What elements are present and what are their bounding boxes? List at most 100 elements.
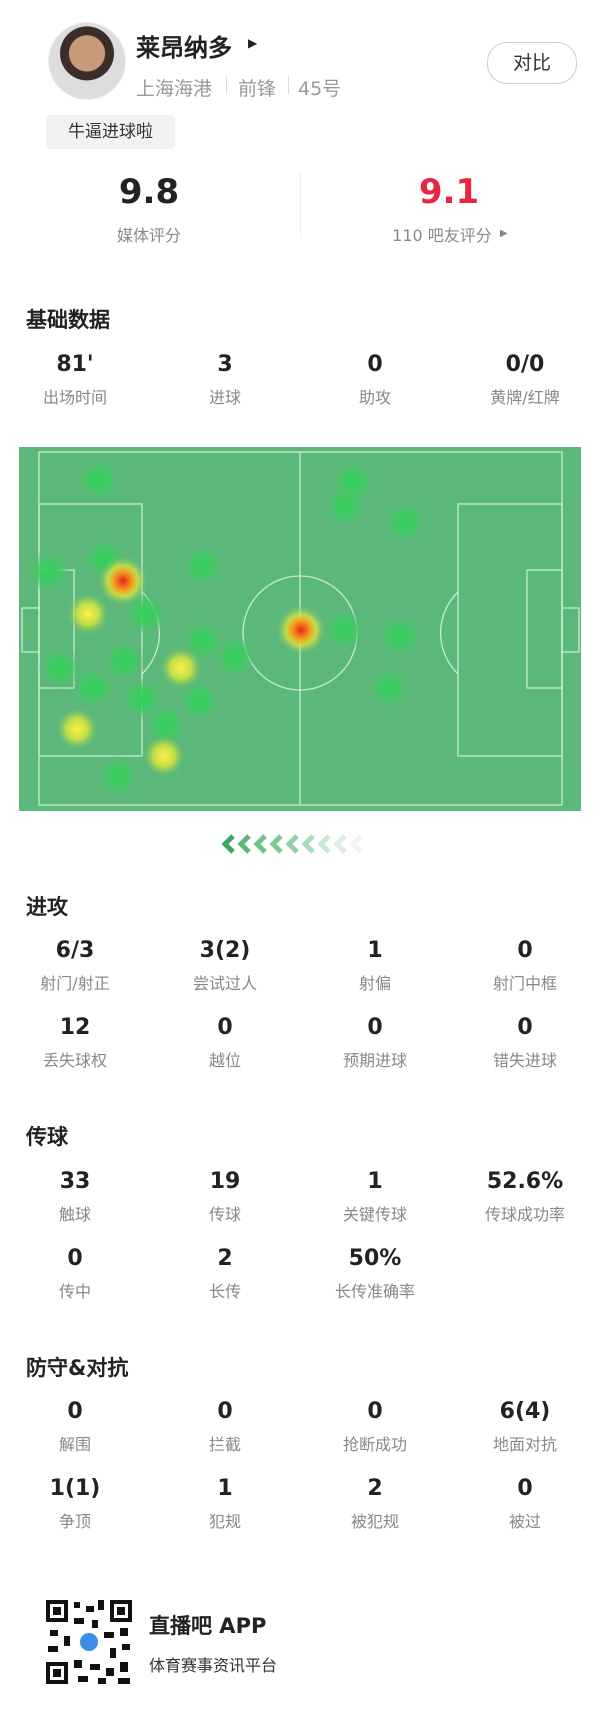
stat-label: 被犯规	[350, 1512, 400, 1531]
stat-label: 长传	[208, 1282, 242, 1301]
player-name: 莱昂纳多	[136, 34, 232, 62]
pitch-lines	[21, 451, 580, 806]
heat-spot	[378, 614, 422, 658]
fan-rating: 9.1	[418, 172, 480, 212]
heat-spot	[142, 734, 186, 778]
stat-value: 0	[217, 1015, 233, 1040]
heat-spot	[177, 679, 221, 723]
divider	[300, 172, 301, 238]
heat-spot	[102, 639, 146, 683]
stat-value: 6(4)	[499, 1399, 551, 1424]
heatmap	[19, 447, 581, 854]
compare-button[interactable]: 对比	[487, 42, 577, 84]
heat-spot	[367, 666, 411, 710]
heat-spots	[27, 458, 427, 798]
stat-label: 助攻	[358, 388, 392, 407]
tag: 牛逼进球啦	[46, 115, 175, 149]
heat-spot	[323, 608, 367, 652]
stat-value: 0	[367, 352, 383, 377]
heat-spot	[77, 458, 121, 502]
stat-label: 解围	[58, 1435, 92, 1454]
qr-code	[44, 1598, 134, 1686]
stat-value: 52.6%	[486, 1169, 564, 1194]
stat-label: 地面对抗	[492, 1435, 558, 1454]
stat-value: 0	[517, 1476, 533, 1501]
stat-value: 0/0	[505, 352, 545, 377]
stat-value: 0	[67, 1399, 83, 1424]
stat-value: 12	[59, 1015, 91, 1040]
stat-label: 射门中框	[492, 974, 558, 993]
stat-label: 争顶	[58, 1512, 92, 1531]
stat-value: 3(2)	[199, 938, 251, 963]
stat-label: 关键传球	[342, 1205, 408, 1224]
stat-label: 被过	[508, 1512, 542, 1531]
stat-value: 3	[217, 352, 233, 377]
media-rating: 9.8	[118, 172, 180, 212]
position: 前锋	[238, 78, 277, 100]
stat-value: 0	[517, 938, 533, 963]
stat-label: 丢失球权	[42, 1051, 108, 1070]
stat-label: 长传准确率	[334, 1282, 416, 1301]
heat-spot	[27, 550, 71, 594]
stat-label: 进球	[208, 388, 242, 407]
heat-spot	[97, 555, 149, 607]
stat-value: 1(1)	[49, 1476, 101, 1501]
stat-label: 传球成功率	[484, 1205, 566, 1224]
avatar	[48, 22, 126, 100]
stat-value: 0	[367, 1399, 383, 1424]
stat-label: 犯规	[208, 1512, 242, 1531]
stat-label: 尝试过人	[192, 974, 258, 993]
fan-rating-label[interactable]: 110 吧友评分	[392, 226, 492, 245]
separator	[288, 76, 289, 94]
section-title: 传球	[26, 1125, 68, 1149]
separator	[226, 76, 227, 94]
stat-value: 81'	[56, 352, 94, 377]
stat-value: 0	[367, 1015, 383, 1040]
stat-label: 触球	[58, 1205, 92, 1224]
section-title: 基础数据	[26, 308, 110, 332]
stat-value: 1	[217, 1476, 233, 1501]
stat-value: 6/3	[55, 938, 95, 963]
stat-label: 预期进球	[342, 1051, 408, 1070]
heat-spot	[38, 646, 82, 690]
heat-spot	[71, 666, 115, 710]
stat-value: 2	[217, 1246, 233, 1271]
app-slogan: 体育赛事资讯平台	[149, 1656, 278, 1675]
heat-spot	[181, 544, 225, 588]
stat-value: 33	[59, 1169, 91, 1194]
team: 上海海港	[136, 78, 213, 100]
heat-spot	[159, 646, 203, 690]
stat-label: 传中	[58, 1282, 92, 1301]
name-arrow: ▶	[248, 36, 258, 50]
fan-arrow: ▶	[500, 228, 508, 239]
section-title: 防守&对抗	[26, 1356, 129, 1380]
stat-label: 拦截	[208, 1435, 242, 1454]
stat-value: 0	[67, 1246, 83, 1271]
section-title: 进攻	[26, 895, 68, 919]
stat-label: 越位	[208, 1051, 242, 1070]
number: 45号	[298, 78, 342, 100]
stat-label: 射门/射正	[40, 974, 110, 993]
heat-spot	[66, 592, 110, 636]
stat-value: 1	[367, 938, 383, 963]
direction-arrows	[221, 834, 363, 854]
stat-value: 50%	[348, 1246, 402, 1271]
heat-spot	[275, 604, 327, 656]
stat-value: 1	[367, 1169, 383, 1194]
stat-label: 传球	[208, 1205, 242, 1224]
media-rating-label: 媒体评分	[116, 226, 182, 245]
stat-label: 出场时间	[42, 388, 108, 407]
stat-value: 0	[517, 1015, 533, 1040]
heat-spot	[383, 500, 427, 544]
stat-label: 抢断成功	[342, 1435, 408, 1454]
stat-value: 2	[367, 1476, 383, 1501]
stat-value: 0	[217, 1399, 233, 1424]
heat-spot	[55, 707, 99, 751]
stat-label: 射偏	[358, 974, 392, 993]
heat-spot	[323, 484, 367, 528]
heat-spot	[96, 754, 140, 798]
stat-value: 19	[209, 1169, 241, 1194]
stat-label: 黄牌/红牌	[490, 388, 560, 407]
app-name: 直播吧 APP	[149, 1614, 267, 1638]
